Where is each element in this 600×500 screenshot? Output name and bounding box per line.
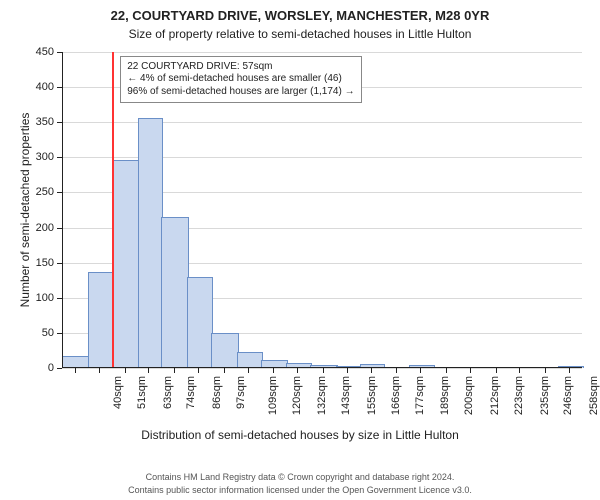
x-tick-mark (75, 368, 76, 373)
histogram-bar (112, 160, 140, 368)
x-tick-mark (297, 368, 298, 373)
x-tick-mark (446, 368, 447, 373)
x-tick-mark (174, 368, 175, 373)
x-tick-label: 132sqm (317, 376, 329, 415)
x-tick-mark (198, 368, 199, 373)
x-tick-mark (273, 368, 274, 373)
y-tick-mark (57, 122, 62, 123)
histogram-bar (138, 118, 164, 368)
x-tick-mark (371, 368, 372, 373)
x-tick-label: 189sqm (440, 376, 452, 415)
y-tick-label: 100 (36, 292, 54, 304)
x-tick-mark (125, 368, 126, 373)
histogram-bar (88, 272, 114, 368)
x-tick-label: 86sqm (211, 376, 223, 409)
x-tick-mark (347, 368, 348, 373)
y-tick-mark (57, 52, 62, 53)
x-tick-mark (396, 368, 397, 373)
reference-line (112, 52, 114, 368)
x-tick-mark (545, 368, 546, 373)
x-tick-label: 40sqm (112, 376, 124, 409)
histogram-bar (211, 333, 239, 368)
y-tick-label: 300 (36, 151, 54, 163)
footer-line-1: Contains HM Land Registry data © Crown c… (0, 472, 600, 482)
chart-title: 22, COURTYARD DRIVE, WORSLEY, MANCHESTER… (0, 8, 600, 23)
chart-container: 22, COURTYARD DRIVE, WORSLEY, MANCHESTER… (0, 0, 600, 500)
footer-line-2: Contains public sector information licen… (0, 485, 600, 495)
y-tick-mark (57, 87, 62, 88)
x-tick-label: 235sqm (539, 376, 551, 415)
y-tick-label: 350 (36, 116, 54, 128)
x-tick-label: 120sqm (291, 376, 303, 415)
y-tick-label: 450 (36, 46, 54, 58)
x-tick-label: 63sqm (162, 376, 174, 409)
axis-line-left (62, 52, 63, 368)
y-tick-label: 50 (42, 327, 54, 339)
x-tick-label: 74sqm (185, 376, 197, 409)
x-tick-label: 246sqm (563, 376, 575, 415)
plot-area: 22 COURTYARD DRIVE: 57sqm← 4% of semi-de… (62, 52, 582, 368)
annotation-box: 22 COURTYARD DRIVE: 57sqm← 4% of semi-de… (120, 56, 361, 104)
annotation-line-1: 22 COURTYARD DRIVE: 57sqm (127, 61, 354, 74)
x-tick-label: 97sqm (235, 376, 247, 409)
chart-subtitle: Size of property relative to semi-detach… (0, 27, 600, 41)
x-tick-mark (248, 368, 249, 373)
annotation-line-2: ← 4% of semi-detached houses are smaller… (127, 73, 354, 86)
x-tick-mark (569, 368, 570, 373)
y-tick-label: 200 (36, 222, 54, 234)
y-axis-label: Number of semi-detached properties (18, 52, 32, 368)
y-tick-mark (57, 333, 62, 334)
x-tick-mark (496, 368, 497, 373)
y-tick-mark (57, 228, 62, 229)
y-tick-label: 150 (36, 257, 54, 269)
y-tick-label: 0 (48, 362, 54, 374)
annotation-line-3: 96% of semi-detached houses are larger (… (127, 86, 354, 99)
axis-line-bottom (62, 367, 582, 368)
x-tick-label: 200sqm (463, 376, 475, 415)
x-tick-mark (519, 368, 520, 373)
x-tick-mark (224, 368, 225, 373)
x-tick-mark (323, 368, 324, 373)
x-tick-label: 109sqm (267, 376, 279, 415)
x-tick-label: 155sqm (366, 376, 378, 415)
x-tick-mark (420, 368, 421, 373)
y-tick-mark (57, 192, 62, 193)
x-tick-mark (99, 368, 100, 373)
x-tick-label: 177sqm (414, 376, 426, 415)
x-axis-label: Distribution of semi-detached houses by … (0, 428, 600, 442)
y-tick-mark (57, 157, 62, 158)
y-tick-mark (57, 263, 62, 264)
x-tick-label: 212sqm (489, 376, 501, 415)
y-tick-mark (57, 298, 62, 299)
x-tick-label: 51sqm (136, 376, 148, 409)
x-tick-label: 143sqm (340, 376, 352, 415)
x-tick-label: 258sqm (588, 376, 600, 415)
x-tick-mark (470, 368, 471, 373)
y-tick-mark (57, 368, 62, 369)
gridline (62, 368, 582, 369)
y-tick-label: 250 (36, 186, 54, 198)
x-tick-label: 166sqm (390, 376, 402, 415)
histogram-bar (237, 352, 263, 368)
histogram-bar (187, 277, 213, 368)
gridline (62, 52, 582, 53)
x-tick-label: 223sqm (513, 376, 525, 415)
y-tick-label: 400 (36, 81, 54, 93)
histogram-bar (161, 217, 189, 368)
x-tick-mark (148, 368, 149, 373)
